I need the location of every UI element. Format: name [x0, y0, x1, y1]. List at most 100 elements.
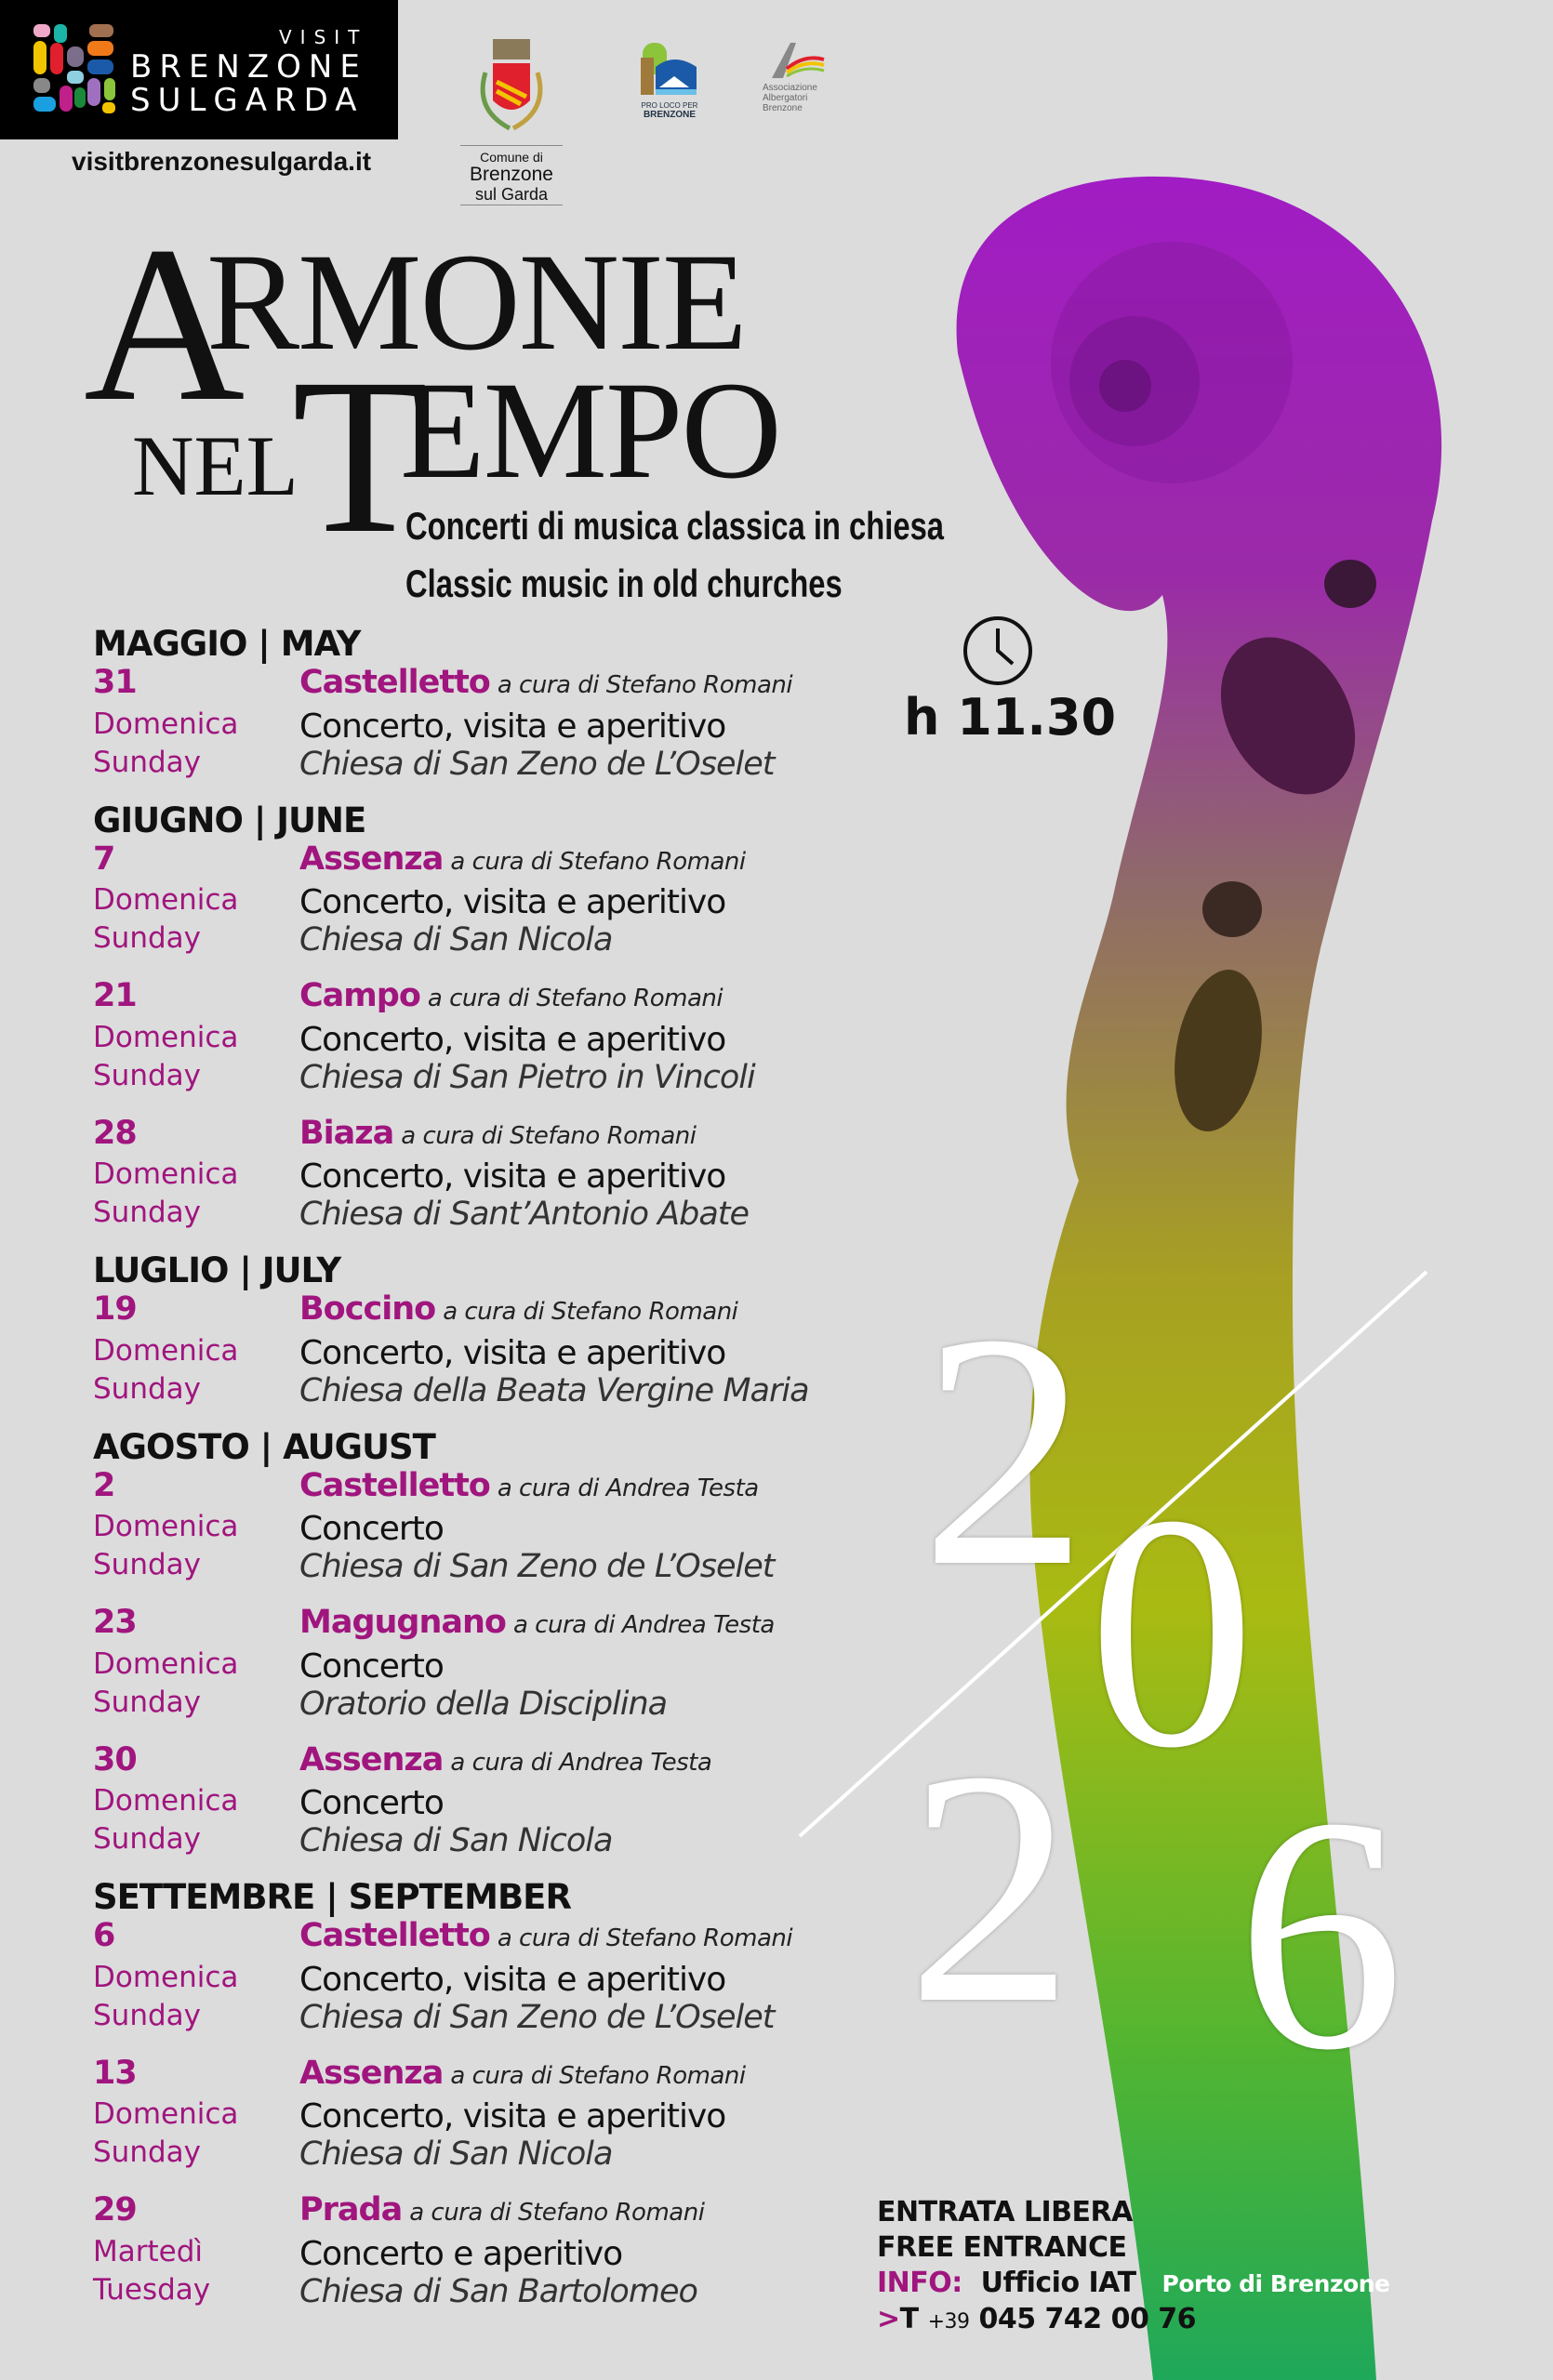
event-day-en: Tuesday: [93, 2272, 211, 2307]
event-description: Concerto: [299, 1784, 445, 1822]
event-place: Prada: [299, 2191, 403, 2228]
event-item: 7 Assenza a cura di Stefano Romani Domeni…: [93, 840, 930, 959]
year-digit: 2: [907, 1701, 1074, 2072]
event-description: Concerto, visita e aperitivo: [299, 1333, 726, 1372]
event-day-it: Domenica: [93, 1333, 239, 1368]
event-day-en: Sunday: [93, 1548, 201, 1581]
event-church: Chiesa di San Nicola: [299, 921, 613, 959]
event-date: 2: [93, 1466, 115, 1504]
event-day-it: Domenica: [93, 1020, 239, 1054]
phone-arrow: >: [877, 2303, 900, 2335]
title-letter-a: A: [84, 200, 246, 447]
phone-t: T: [899, 2303, 919, 2335]
event-item: 30 Assenza a cura di Andrea Testa Domenic…: [93, 1741, 930, 1860]
phone-number[interactable]: 045 742 00 76: [978, 2303, 1197, 2335]
event-description: Concerto, visita e aperitivo: [299, 1020, 726, 1059]
event-item: 31 Castelletto a cura di Stefano Romani D…: [93, 664, 930, 783]
event-day-it: Domenica: [93, 1960, 239, 1994]
event-description: Concerto, visita e aperitivo: [299, 883, 726, 921]
comune-line3: sul Garda: [460, 185, 563, 205]
event-date: 28: [93, 1114, 138, 1152]
event-day-en: Sunday: [93, 745, 201, 779]
event-item: 28 Biaza a cura di Stefano Romani Domenic…: [93, 1115, 930, 1234]
event-curator: a cura di Stefano Romani: [443, 1298, 738, 1326]
event-date: 30: [93, 1740, 138, 1778]
info-location: Porto di Brenzone: [1161, 2270, 1390, 2297]
phone-country-code: +39: [927, 2310, 970, 2334]
month-header: SETTEMBRE | SEPTEMBER: [93, 1877, 572, 1917]
peg-hole: [1324, 560, 1376, 608]
event-date: 6: [93, 1917, 115, 1954]
pro-loco-line1: PRO LOCO PER: [641, 101, 698, 110]
footer-info: ENTRATA LIBERA FREE ENTRANCE INFO: Uffic…: [877, 2195, 1390, 2340]
event-curator: a cura di Andrea Testa: [450, 1748, 712, 1777]
event-item: 23 Magugnano a cura di Andrea Testa Domen…: [93, 1604, 930, 1723]
event-curator: a cura di Stefano Romani: [401, 1121, 697, 1150]
comune-logo: Comune di Brenzone sul Garda: [460, 35, 563, 205]
event-date: 21: [93, 977, 138, 1014]
events-list: MAGGIO | MAY 31 Castelletto a cura di Stef…: [93, 625, 930, 2329]
assoc-line2: Albergatori: [763, 93, 808, 103]
peg-hole: [1202, 881, 1262, 937]
event-place: Biaza: [299, 1114, 394, 1152]
event-description: Concerto: [299, 1646, 445, 1686]
event-church: Chiesa di San Pietro in Vincoli: [299, 1058, 756, 1096]
event-church: Chiesa di Sant’Antonio Abate: [299, 1196, 750, 1233]
event-date: 23: [93, 1604, 138, 1641]
website-link[interactable]: visitbrenzonesulgarda.it: [72, 147, 372, 176]
month-header: MAGGIO | MAY: [93, 624, 361, 664]
event-place: Castelletto: [299, 1917, 491, 1954]
event-day-it: Domenica: [93, 883, 239, 917]
title-empo: EMPO: [400, 353, 782, 508]
event-day-en: Sunday: [93, 1196, 201, 1229]
year-digit: 2: [921, 1264, 1088, 1635]
event-place: Magugnano: [299, 1604, 507, 1641]
associazione-icon: [772, 43, 825, 78]
peg: [1220, 637, 1356, 795]
event-place: Assenza: [299, 2054, 444, 2092]
event-place: Castelletto: [299, 664, 491, 701]
comune-line2: Brenzone: [470, 164, 553, 185]
info-office: Ufficio IAT: [980, 2267, 1136, 2299]
event-curator: a cura di Stefano Romani: [409, 2199, 705, 2227]
event-day-en: Sunday: [93, 921, 201, 955]
event-curator: a cura di Andrea Testa: [512, 1611, 775, 1639]
event-item: 29 Prada a cura di Stefano Romani Martedì…: [93, 2191, 930, 2310]
event-church: Chiesa di San Bartolomeo: [299, 2272, 698, 2310]
coat-of-arms-icon: [480, 39, 543, 131]
event-item: 19 Boccino a cura di Stefano Romani Domen…: [93, 1290, 930, 1409]
event-church: Oratorio della Disciplina: [299, 1685, 668, 1723]
event-description: Concerto, visita e aperitivo: [299, 1960, 726, 1999]
concert-time: h 11.30: [904, 688, 1117, 747]
event-item: 13 Assenza a cura di Stefano Romani Domen…: [93, 2055, 930, 2174]
year-digit: 0: [1088, 1446, 1255, 1817]
subtitle-english: Classic music in old churches: [405, 562, 843, 605]
event-day-en: Sunday: [93, 1822, 201, 1856]
event-church: Chiesa di San Nicola: [299, 2135, 613, 2173]
event-description: Concerto e aperitivo: [299, 2234, 623, 2273]
colorful-pebbles-icon: [33, 24, 115, 113]
event-day-en: Sunday: [93, 1685, 201, 1719]
month-header: LUGLIO | JULY: [93, 1250, 341, 1290]
event-day-en: Sunday: [93, 1371, 201, 1406]
logo-visit-text: VISIT: [279, 26, 368, 48]
event-item: 2 Castelletto a cura di Andrea Testa Dome…: [93, 1467, 930, 1586]
event-item: 6 Castelletto a cura di Stefano Romani Do…: [93, 1917, 930, 2036]
pro-loco-line2: BRENZONE: [643, 110, 697, 120]
event-place: Boccino: [299, 1290, 436, 1328]
event-curator: a cura di Andrea Testa: [497, 1474, 759, 1502]
entrance-english: FREE ENTRANCE: [877, 2231, 1127, 2264]
event-place: Castelletto: [299, 1466, 491, 1504]
year-digit: 6: [1237, 1748, 1404, 2119]
event-day-en: Sunday: [93, 2135, 201, 2169]
event-day-it: Domenica: [93, 1784, 239, 1818]
event-curator: a cura di Stefano Romani: [450, 847, 746, 876]
logo-brenzone-text: BRENZONE: [130, 48, 367, 86]
event-description: Concerto, visita e aperitivo: [299, 2097, 726, 2135]
associazione-albergatori-logo: Associazione Albergatori Brenzone: [763, 41, 852, 113]
pro-loco-logo: PRO LOCO PER BRENZONE: [630, 39, 709, 120]
subtitle-italian: Concerti di musica classica in chiesa: [405, 504, 945, 548]
logo-sulgarda-text: SULGARDA: [130, 82, 365, 119]
visit-brenzone-logo[interactable]: VISIT BRENZONE SULGARDA: [0, 0, 398, 139]
pro-loco-icon: [641, 43, 697, 95]
